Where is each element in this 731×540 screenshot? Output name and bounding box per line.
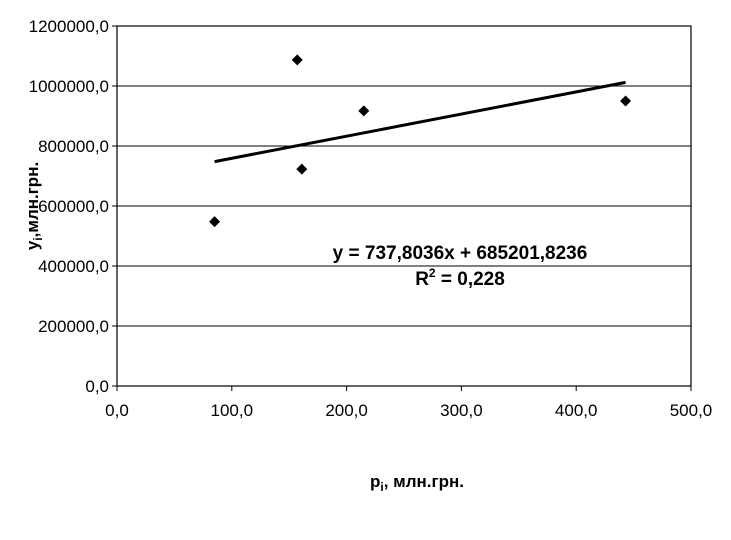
data-point xyxy=(296,163,308,175)
trendline-equation: y = 737,8036x + 685201,8236 xyxy=(333,243,588,264)
y-tick-label: 400000,0 xyxy=(38,257,109,276)
data-point xyxy=(291,54,303,66)
x-tick-label: 0,0 xyxy=(105,401,129,420)
data-point xyxy=(620,95,632,107)
gridlines xyxy=(117,85,691,327)
r-squared-label: R2 = 0,228 xyxy=(415,266,505,290)
x-tick-label: 400,0 xyxy=(555,401,598,420)
data-point xyxy=(209,216,221,228)
y-tick-label: 800000,0 xyxy=(38,137,109,156)
data-points xyxy=(209,54,632,228)
y-tick-label: 600000,0 xyxy=(38,197,109,216)
x-axis-title: pi, млн.грн. xyxy=(370,472,464,494)
trendline-group xyxy=(214,80,626,164)
y-tick-label: 1200000,0 xyxy=(29,17,109,36)
data-point xyxy=(358,105,370,117)
x-tick-label: 200,0 xyxy=(325,401,368,420)
x-tick-label: 500,0 xyxy=(670,401,713,420)
linear-trendline xyxy=(214,80,626,164)
y-tick-label: 0,0 xyxy=(85,377,109,396)
x-tick-label: 100,0 xyxy=(211,401,254,420)
y-tick-label: 1000000,0 xyxy=(29,77,109,96)
y-axis-title: yi,млн.грн. xyxy=(23,162,45,250)
x-tick-label: 300,0 xyxy=(440,401,483,420)
y-tick-label: 200000,0 xyxy=(38,317,109,336)
x-axis-ticks: 0,0 100,0 200,0 300,0 400,0 500,0 xyxy=(105,386,712,420)
y-axis-ticks: 0,0 200000,0 400000,0 600000,0 800000,0 10000… xyxy=(29,17,117,396)
